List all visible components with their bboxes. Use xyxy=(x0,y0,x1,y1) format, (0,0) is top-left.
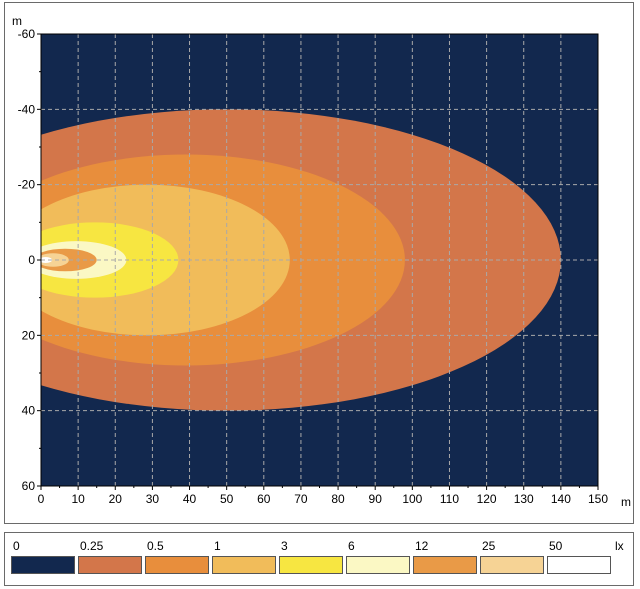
legend-label: 12 xyxy=(415,539,429,553)
x-tick-label: 50 xyxy=(220,492,234,506)
y-tick-label: 0 xyxy=(28,253,35,267)
x-tick-label: 130 xyxy=(514,492,534,506)
legend-label: 1 xyxy=(214,539,221,553)
legend-label: 0.25 xyxy=(80,539,104,553)
x-tick-label: 60 xyxy=(257,492,271,506)
legend-swatch xyxy=(11,556,75,574)
x-tick-label: 40 xyxy=(183,492,197,506)
plot-border xyxy=(40,33,599,487)
y-tick-label: -20 xyxy=(18,178,36,192)
y-tick-label: 60 xyxy=(22,479,36,493)
legend-label: 0.5 xyxy=(147,539,164,553)
x-tick-label: 0 xyxy=(38,492,45,506)
legend-label: 3 xyxy=(281,539,288,553)
y-tick-label: -60 xyxy=(18,27,36,41)
legend-label: 6 xyxy=(348,539,355,553)
y-tick-label: 20 xyxy=(22,328,36,342)
legend-label: 0 xyxy=(13,539,20,553)
legend-swatch xyxy=(212,556,276,574)
x-tick-label: 100 xyxy=(402,492,422,506)
x-tick-label: 140 xyxy=(551,492,571,506)
isolux-zone-50 xyxy=(41,256,53,264)
x-tick-label: 70 xyxy=(294,492,308,506)
isolux-zone-25 xyxy=(41,253,69,267)
y-tick-label: -40 xyxy=(18,102,36,116)
x-tick-label: 30 xyxy=(146,492,160,506)
legend-swatch xyxy=(547,556,611,574)
legend-unit-label: lx xyxy=(615,539,624,553)
legend-swatch xyxy=(480,556,544,574)
legend-swatch xyxy=(279,556,343,574)
x-tick-label: 10 xyxy=(71,492,85,506)
legend-label: 50 xyxy=(549,539,563,553)
plot-frame: 0 10 20 30 40 50 60 70 80 90 100 110 120 130 140 150 -60… xyxy=(4,2,634,524)
legend-label: 25 xyxy=(482,539,496,553)
x-tick-label: 20 xyxy=(109,492,123,506)
legend-swatch xyxy=(413,556,477,574)
legend-swatch xyxy=(78,556,142,574)
x-tick-label: 120 xyxy=(477,492,497,506)
y-axis-unit-label: m xyxy=(12,14,22,28)
x-tick-label: 80 xyxy=(331,492,345,506)
isolux-chart: 0 10 20 30 40 50 60 70 80 90 100 110 120 130 140 150 -60… xyxy=(12,14,631,509)
x-axis-unit-label: m xyxy=(621,495,631,509)
legend-swatch xyxy=(346,556,410,574)
x-tick-label: 90 xyxy=(369,492,383,506)
y-tick-label: 40 xyxy=(22,404,36,418)
legend-swatch xyxy=(145,556,209,574)
x-tick-label: 150 xyxy=(588,492,608,506)
x-tick-label: 110 xyxy=(440,492,459,506)
legend: 0 0.25 0.5 1 3 6 12 25 50 lx xyxy=(4,532,634,586)
